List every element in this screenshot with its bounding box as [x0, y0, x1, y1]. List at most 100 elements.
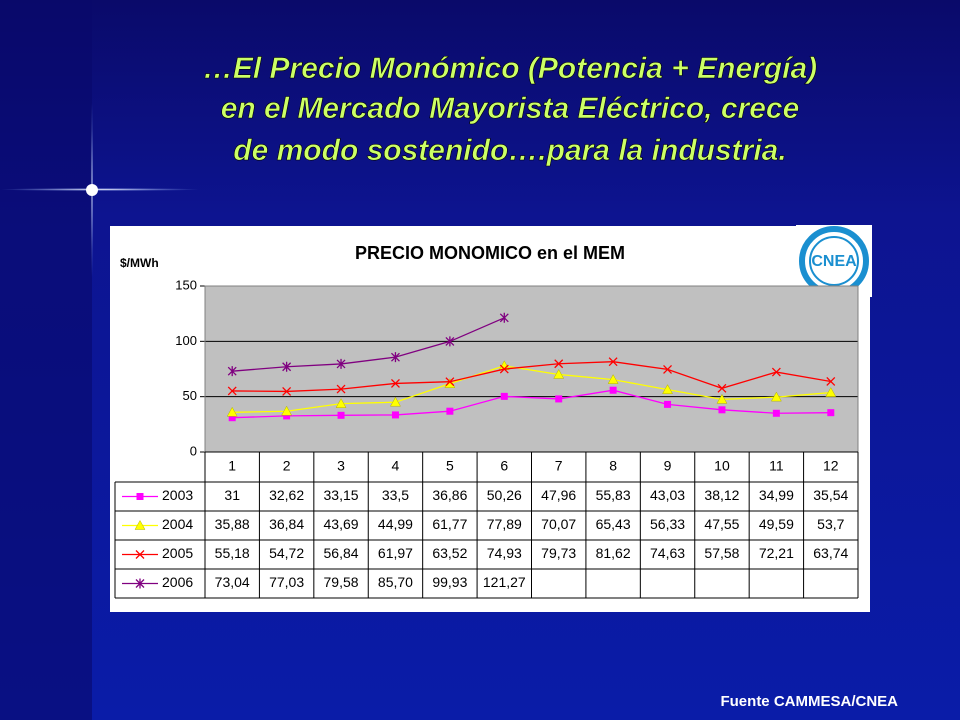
y-tick-label: 150 — [175, 277, 197, 292]
marker — [283, 412, 291, 420]
table-value: 74,93 — [487, 545, 522, 561]
marker — [336, 358, 346, 369]
table-value: 55,83 — [596, 487, 631, 503]
marker — [282, 361, 292, 372]
marker — [826, 377, 836, 386]
table-value: 77,89 — [487, 516, 522, 532]
marker — [227, 386, 237, 396]
marker — [227, 366, 237, 377]
legend-marker — [135, 578, 145, 589]
legend-marker — [136, 493, 144, 500]
table-value: 57,58 — [704, 545, 739, 561]
marker — [825, 387, 837, 397]
x-tick-label: 10 — [714, 458, 730, 474]
table-value: 85,70 — [378, 574, 413, 590]
legend-label: 2004 — [162, 516, 193, 532]
marker — [228, 414, 236, 422]
table-value: 77,03 — [269, 574, 304, 590]
table-value: 49,59 — [759, 516, 794, 532]
marker — [553, 368, 565, 379]
table-value: 61,97 — [378, 545, 413, 561]
table-value: 74,63 — [650, 545, 685, 561]
table-value: 35,54 — [813, 487, 848, 503]
marker — [609, 386, 617, 394]
table-value: 63,74 — [813, 545, 848, 561]
marker — [717, 383, 727, 393]
marker — [446, 407, 454, 415]
table-value: 79,58 — [324, 574, 359, 590]
marker — [445, 336, 455, 347]
marker — [499, 364, 509, 374]
marker — [608, 357, 618, 367]
table-value: 70,07 — [541, 516, 576, 532]
x-tick-label: 6 — [500, 458, 508, 474]
marker — [771, 367, 781, 377]
marker — [663, 364, 673, 374]
table-value: 55,18 — [215, 545, 250, 561]
legend-marker — [134, 519, 146, 530]
title-line: en el Mercado Mayorista Eléctrico, crece — [221, 92, 800, 125]
table-value: 65,43 — [596, 516, 631, 532]
table-value: 63,52 — [432, 545, 467, 561]
marker — [499, 312, 509, 323]
marker — [281, 405, 293, 416]
marker — [607, 374, 619, 384]
legend-label: 2006 — [162, 574, 193, 590]
series-line — [232, 365, 831, 413]
marker — [390, 378, 400, 388]
left-band — [0, 0, 92, 720]
sparkle — [0, 100, 200, 280]
table-value: 56,84 — [324, 545, 359, 561]
table-value: 35,88 — [215, 516, 250, 532]
marker — [716, 393, 728, 404]
table-value: 33,5 — [382, 487, 409, 503]
table-value: 53,7 — [817, 516, 844, 532]
marker — [390, 352, 400, 363]
x-tick-label: 5 — [446, 458, 454, 474]
title-line: de modo sostenido….para la industria. — [233, 134, 786, 167]
series-line — [232, 361, 831, 393]
legend-label: 2003 — [162, 487, 193, 503]
marker — [444, 378, 456, 388]
table-value: 50,26 — [487, 487, 522, 503]
table-value: 72,21 — [759, 545, 794, 561]
x-tick-label: 11 — [769, 458, 784, 474]
title-line: …El Precio Monómico (Potencia + Energía) — [203, 52, 817, 85]
y-axis-label: $/MWh — [120, 256, 159, 270]
table-value: 73,04 — [215, 574, 250, 590]
table-value: 99,93 — [432, 574, 467, 590]
slide-title: …El Precio Monómico (Potencia + Energía)… — [203, 52, 818, 168]
table-value: 43,69 — [324, 516, 359, 532]
logo-text: CNEA — [811, 253, 857, 270]
table-value: 121,27 — [483, 574, 526, 590]
marker — [770, 391, 782, 402]
table-value: 36,84 — [269, 516, 304, 532]
table-value: 44,99 — [378, 516, 413, 532]
marker — [337, 411, 345, 419]
table-value: 56,33 — [650, 516, 685, 532]
table-value: 81,62 — [596, 545, 631, 561]
x-tick-label: 3 — [337, 458, 345, 474]
y-tick-label: 0 — [190, 443, 197, 458]
marker — [500, 392, 508, 400]
marker — [772, 409, 780, 417]
table-value: 32,62 — [269, 487, 304, 503]
table-value: 38,12 — [704, 487, 739, 503]
marker — [662, 384, 673, 394]
marker — [335, 398, 347, 408]
marker — [282, 386, 292, 396]
marker — [336, 384, 346, 394]
x-tick-label: 8 — [609, 458, 617, 474]
marker — [445, 377, 455, 387]
table-value: 34,99 — [759, 487, 794, 503]
source: Fuente CAMMESA/CNEA — [720, 693, 898, 710]
y-tick-label: 100 — [175, 333, 197, 348]
table-value: 43,03 — [650, 487, 685, 503]
series-line — [232, 389, 831, 419]
marker — [827, 409, 835, 417]
marker — [555, 395, 563, 403]
x-tick-label: 7 — [555, 458, 563, 474]
marker — [554, 359, 564, 369]
y-tick-label: 50 — [183, 388, 197, 403]
marker — [390, 396, 401, 407]
